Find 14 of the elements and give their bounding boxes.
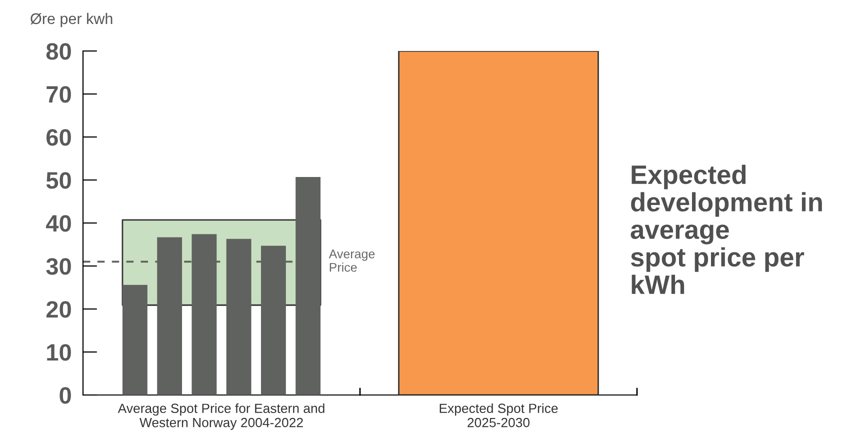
y-tick-label: 50 <box>46 172 71 189</box>
x-tick-label: Expected Spot Price 2025-2030 <box>440 403 558 428</box>
y-tick-label: 80 <box>46 43 71 60</box>
y-tick-label: 60 <box>46 129 71 146</box>
y-tick-label: 40 <box>46 215 71 232</box>
y-tick-label: 70 <box>46 86 71 103</box>
y-tick-label: 20 <box>46 301 71 318</box>
x-tick-label: Average Spot Price for Eastern and Western Norway 2004-2022 <box>118 403 324 430</box>
y-axis-title: Øre per kwh <box>30 12 112 28</box>
annotation: Expected development in average spot price per kWh <box>630 164 822 294</box>
y-tick-label: 0 <box>60 387 71 404</box>
y-tick-label: 30 <box>46 258 71 275</box>
ref-line-label: Average Price <box>328 250 375 272</box>
y-tick-label: 10 <box>47 344 71 361</box>
